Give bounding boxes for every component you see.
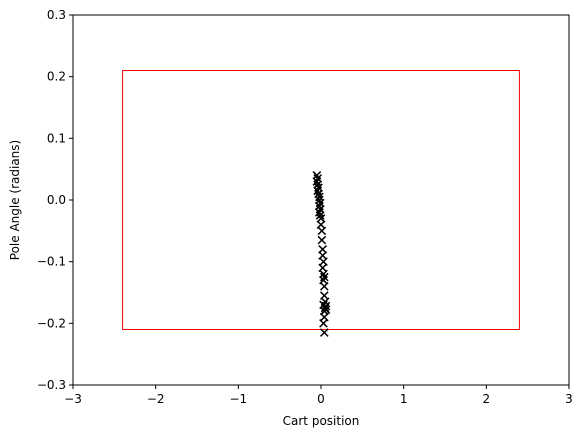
plot-layer: [122, 70, 520, 337]
y-tick-label: 0.3: [47, 8, 66, 22]
y-axis-ticks: −0.3 −0.2 −0.1 0.0 0.1 0.2 0.3: [37, 8, 73, 392]
y-tick-label: −0.1: [37, 255, 66, 269]
x-tick-label: 0: [317, 392, 325, 406]
x-tick-label: −2: [147, 392, 165, 406]
boundary-rectangle: [122, 70, 520, 330]
y-tick-label: 0.1: [47, 131, 66, 145]
x-tick-label: 2: [483, 392, 491, 406]
x-axis-ticks: −3 −2 −1 0 1 2 3: [64, 385, 573, 406]
data-point: [317, 226, 327, 236]
data-point: [312, 177, 322, 186]
data-point: [316, 214, 326, 223]
data-point: [315, 211, 325, 220]
data-point: [315, 195, 324, 205]
y-axis-label: Pole Angle (radians): [8, 140, 22, 260]
data-point: [318, 245, 327, 254]
x-tick-label: 3: [565, 392, 573, 406]
data-point: [313, 186, 323, 196]
data-point: [313, 174, 323, 183]
data-point: [315, 204, 325, 214]
data-point: [315, 198, 325, 208]
data-point: [321, 305, 331, 315]
data-point: [319, 319, 328, 328]
data-point: [319, 269, 328, 279]
x-tick-label: −1: [229, 392, 247, 406]
data-point: [317, 235, 327, 245]
data-point: [312, 171, 322, 180]
data-point: [319, 272, 329, 282]
y-tick-label: −0.3: [37, 378, 66, 392]
data-point: [319, 282, 329, 291]
y-tick-label: −0.2: [37, 316, 66, 330]
x-tick-label: 1: [400, 392, 408, 406]
data-point: [315, 208, 324, 217]
data-point: [315, 201, 324, 211]
x-tick-label: −3: [64, 392, 82, 406]
data-point: [313, 180, 323, 189]
y-tick-label: 0.2: [47, 70, 66, 84]
data-point: [314, 183, 323, 192]
y-tick-label: 0.0: [47, 193, 66, 207]
data-point: [319, 328, 329, 337]
x-axis-label: Cart position: [283, 414, 360, 428]
